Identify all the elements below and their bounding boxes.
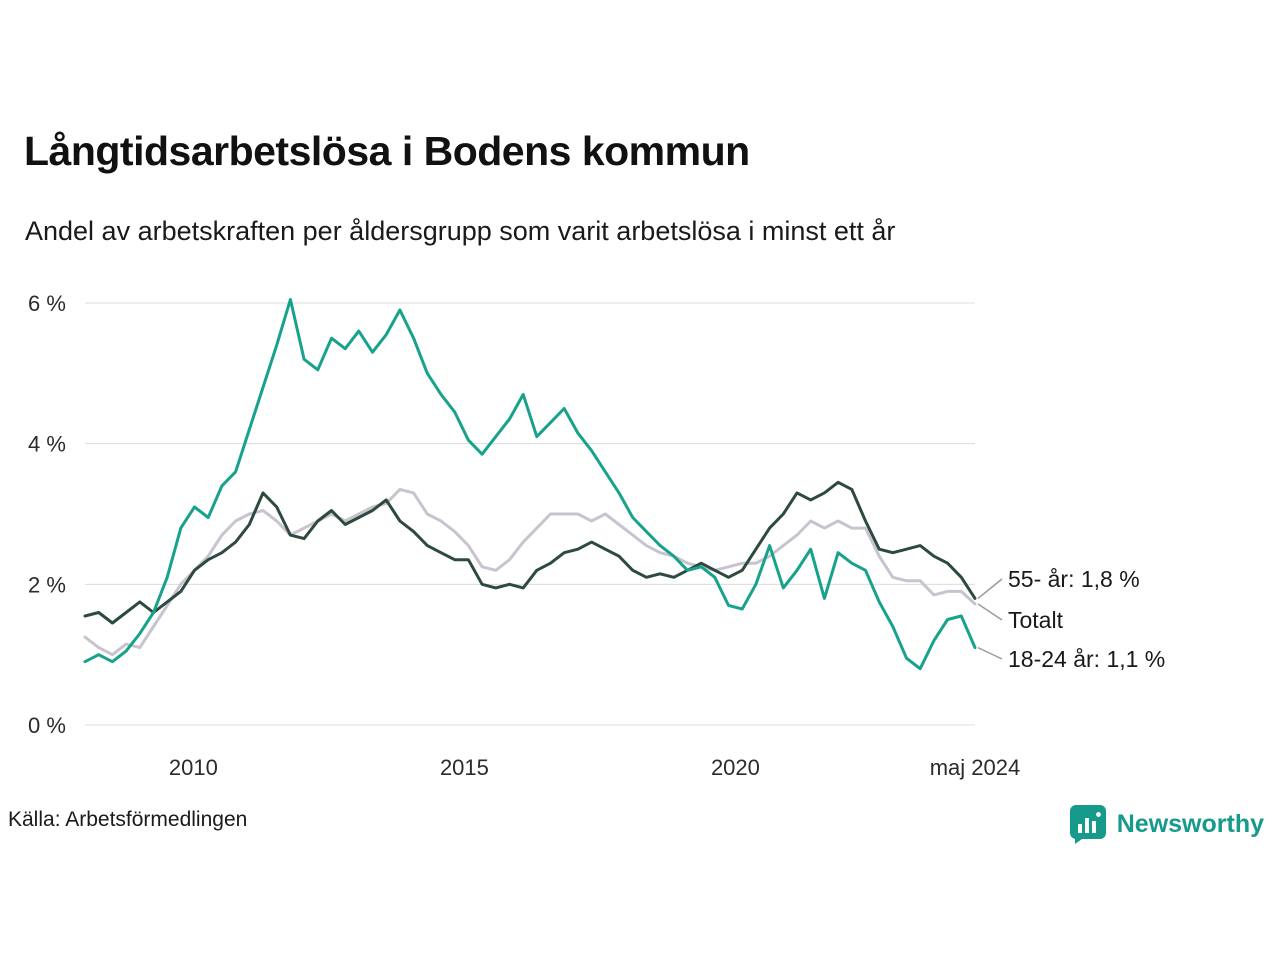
x-tick-label: 2015 xyxy=(440,755,489,780)
series-end-label: 18-24 år: 1,1 % xyxy=(1008,646,1165,672)
series-end-label: 55- år: 1,8 % xyxy=(1008,566,1140,592)
brand-footer: Newsworthy xyxy=(1069,804,1264,844)
x-tick-label: 2020 xyxy=(711,755,760,780)
y-tick-label: 0 % xyxy=(28,713,66,738)
y-tick-label: 6 % xyxy=(28,291,66,316)
annotation-connector xyxy=(977,603,1003,621)
y-tick-label: 4 % xyxy=(28,432,66,457)
series-line-totalt xyxy=(83,487,977,657)
annotation-connector xyxy=(977,646,1003,660)
chart-subtitle: Andel av arbetskraften per åldersgrupp s… xyxy=(25,216,896,246)
line-chart: 0 % 2 % 4 % 6 % 2010 2015 2020 maj 2024 55- år: … xyxy=(28,291,1165,780)
annotation-connector xyxy=(977,578,1003,599)
series-line-18-24-r xyxy=(83,298,977,671)
chart-title: Långtidsarbetslösa i Bodens kommun xyxy=(24,128,750,174)
y-tick-label: 2 % xyxy=(28,572,66,597)
series-line-55-r xyxy=(83,480,977,625)
source-note: Källa: Arbetsförmedlingen xyxy=(8,808,248,831)
newsworthy-logo-icon xyxy=(1069,805,1106,844)
x-tick-label: maj 2024 xyxy=(930,755,1021,780)
x-tick-label: 2010 xyxy=(169,755,218,780)
brand-name: Newsworthy xyxy=(1116,809,1264,838)
series-end-label: Totalt xyxy=(1008,607,1064,633)
